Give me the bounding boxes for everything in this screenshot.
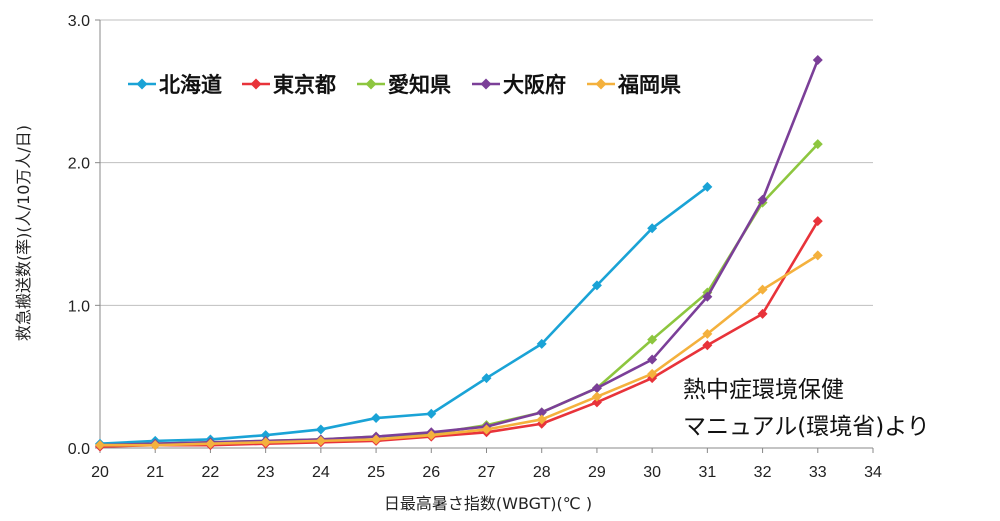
legend-item: 愛知県 (357, 73, 451, 97)
x-tick-label: 33 (809, 464, 827, 481)
legend-label: 愛知県 (388, 73, 451, 97)
data-point (95, 440, 105, 451)
series-line (100, 254, 819, 447)
data-point (812, 139, 823, 150)
y-axis-title: 救急搬送数(率)(人/10万人/日) (14, 125, 33, 341)
x-tick-label: 27 (478, 464, 496, 481)
data-point (812, 250, 823, 261)
data-point (757, 308, 768, 319)
legend-item: 東京都 (242, 73, 336, 97)
series-1 (95, 181, 713, 449)
y-tick-label: 2.0 (68, 156, 90, 173)
y-tick-labels: 0.0 1.0 2.0 3.0 (68, 13, 90, 458)
data-point (812, 54, 823, 65)
data-point (205, 438, 216, 449)
data-point (260, 430, 271, 441)
legend: 北海道 東京都 愛知県 大阪府 福岡県 (128, 73, 681, 97)
series-3 (95, 139, 823, 451)
data-point (536, 414, 547, 425)
x-tick-label: 32 (754, 464, 772, 481)
legend-label: 大阪府 (503, 73, 566, 97)
source-note-line-2: マニュアル(環境省)より (683, 414, 930, 440)
source-note-line-1: 熱中症環境保健 (683, 377, 844, 403)
legend-label: 北海道 (159, 73, 222, 97)
data-point (591, 280, 602, 291)
legend-item: 福岡県 (587, 73, 681, 97)
x-tick-label: 26 (422, 464, 440, 481)
data-point (591, 383, 602, 394)
x-tick-label: 30 (643, 464, 661, 481)
data-point (702, 291, 713, 302)
x-tick-label: 20 (91, 464, 109, 481)
x-tick-label: 23 (257, 464, 275, 481)
y-tick-label: 0.0 (68, 441, 90, 458)
data-point (647, 354, 658, 365)
legend-swatch-marker (365, 78, 377, 90)
x-tick-label: 28 (533, 464, 551, 481)
x-tick-label: 31 (698, 464, 716, 481)
legend-swatch-marker (480, 78, 492, 90)
data-point (757, 194, 768, 205)
data-point (371, 413, 382, 424)
x-tick-label: 21 (146, 464, 164, 481)
data-point (647, 334, 658, 345)
legend-swatch-marker (595, 78, 607, 90)
x-tick-label: 29 (588, 464, 606, 481)
data-point (591, 397, 602, 408)
data-point (426, 408, 437, 419)
data-point (591, 391, 602, 402)
legend-swatch-marker (250, 78, 262, 90)
data-point (536, 338, 547, 349)
x-axis-title: 日最高暑さ指数(WBGT)(℃ ) (384, 494, 592, 513)
x-tick-label: 24 (312, 464, 330, 481)
x-tick-label: 22 (202, 464, 220, 481)
legend-item: 大阪府 (472, 73, 566, 97)
y-tick-label: 1.0 (68, 298, 90, 315)
legend-label: 福岡県 (617, 73, 681, 97)
data-point (702, 328, 713, 339)
data-point (702, 181, 713, 192)
legend-label: 東京都 (273, 73, 336, 97)
data-point (757, 284, 768, 295)
y-tick-label: 3.0 (68, 13, 90, 30)
x-tick-labels: 20 21 22 23 24 25 26 27 28 29 30 31 32 33 34 (91, 464, 882, 481)
series-line (99, 185, 709, 446)
data-point (426, 430, 437, 441)
x-tick-label: 25 (367, 464, 385, 481)
series-lines (95, 54, 823, 452)
data-point (150, 440, 161, 451)
legend-swatch-marker (136, 78, 148, 90)
data-point (260, 437, 271, 448)
legend-item: 北海道 (128, 73, 222, 97)
data-point (647, 223, 658, 234)
data-point (647, 368, 658, 379)
data-point (481, 373, 492, 384)
series-line (99, 59, 819, 447)
series-line (99, 220, 819, 448)
data-point (536, 407, 547, 418)
data-point (315, 424, 326, 435)
series-5 (95, 250, 823, 451)
data-point (481, 424, 492, 435)
x-tick-label: 34 (864, 464, 882, 481)
data-point (702, 340, 713, 351)
data-point (315, 435, 326, 446)
data-point (371, 434, 382, 445)
data-point (812, 216, 823, 227)
grid-lines (100, 19, 873, 306)
